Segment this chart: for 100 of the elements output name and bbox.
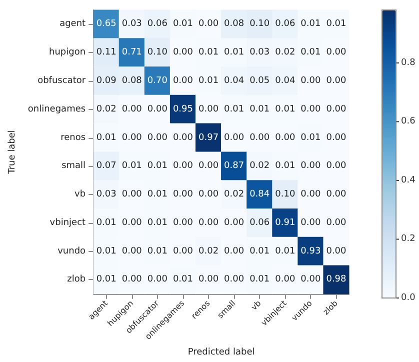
color-bar-label: 0.4: [401, 175, 416, 186]
data-label: 0.00: [122, 274, 142, 285]
data-label: 0.01: [250, 274, 270, 285]
y-tick-label: hupigon: [49, 48, 86, 58]
data-label: 0.06: [147, 19, 168, 30]
data-label: 0.00: [172, 76, 194, 86]
data-label: 0.00: [326, 76, 347, 86]
data-label: 0.01: [147, 218, 168, 228]
data-label: 0.70: [147, 76, 168, 86]
data-label: 0.10: [250, 19, 270, 30]
data-label: 0.00: [147, 274, 168, 285]
data-label: 0.04: [275, 76, 296, 86]
data-label: 0.00: [198, 19, 219, 30]
y-tick-label: agent: [60, 19, 86, 30]
data-label: 0.00: [326, 48, 347, 58]
data-label: 0.93: [300, 246, 321, 256]
data-label: 0.02: [198, 246, 219, 256]
data-label: 0.01: [147, 246, 168, 256]
y-tick-label: small: [62, 161, 86, 172]
data-label: 0.01: [300, 19, 321, 30]
data-label: 0.01: [147, 161, 168, 172]
data-label: 0.00: [122, 190, 142, 200]
data-label: 0.00: [198, 104, 219, 114]
data-label: 0.00: [224, 246, 244, 256]
data-label: 0.00: [147, 132, 168, 143]
data-label: 0.01: [96, 218, 116, 228]
data-label: 0.00: [198, 190, 219, 200]
data-label: 0.06: [250, 218, 270, 228]
color-bar-label: 0.2: [401, 234, 416, 244]
y-tick-label: vundo: [58, 246, 86, 256]
data-label: 0.00: [300, 190, 321, 200]
data-label: 0.00: [122, 218, 142, 228]
data-label: 0.02: [275, 48, 296, 58]
color-bar-label: 0.0: [401, 293, 416, 303]
data-label: 0.01: [224, 48, 244, 58]
y-tick-label: vb: [74, 190, 86, 200]
data-label: 0.00: [250, 132, 270, 143]
data-label: 0.01: [300, 132, 321, 143]
data-label: 0.02: [250, 161, 270, 172]
data-label: 0.01: [326, 19, 346, 30]
data-label: 0.04: [224, 76, 244, 86]
data-label: 0.01: [96, 132, 116, 143]
data-label: 0.00: [300, 218, 321, 228]
data-label: 0.00: [122, 104, 142, 114]
data-label: 0.01: [96, 246, 116, 256]
data-label: 0.00: [300, 161, 321, 172]
y-axis-title: True label: [8, 130, 18, 175]
data-label: 0.02: [224, 190, 244, 200]
data-label: 0.00: [172, 48, 194, 58]
data-label: 0.00: [122, 132, 142, 143]
data-label: 0.01: [198, 48, 219, 58]
data-label: 0.01: [275, 161, 296, 172]
data-label: 0.98: [326, 274, 347, 285]
data-label: 0.00: [198, 274, 219, 285]
data-label: 0.00: [172, 246, 194, 256]
data-label: 0.00: [326, 246, 347, 256]
data-label: 0.00: [172, 218, 194, 228]
data-label: 0.01: [172, 19, 193, 30]
data-label: 0.00: [224, 132, 244, 143]
data-label: 0.03: [250, 48, 270, 58]
data-label: 0.65: [96, 19, 116, 30]
data-label: 0.00: [275, 274, 296, 285]
data-label: 0.02: [96, 104, 116, 114]
data-label: 0.71: [122, 48, 142, 58]
data-label: 0.01: [147, 190, 168, 200]
data-label: 0.97: [198, 132, 219, 143]
data-label: 0.01: [300, 48, 321, 58]
x-axis-title: Predicted label: [188, 348, 255, 358]
data-label: 0.00: [172, 190, 194, 200]
data-label: 0.01: [122, 161, 142, 172]
data-label: 0.95: [172, 104, 193, 114]
data-label: 0.08: [122, 76, 142, 86]
data-label: 0.03: [96, 190, 116, 200]
data-label: 0.01: [172, 274, 193, 285]
data-label: 0.03: [122, 19, 142, 30]
data-label: 0.91: [275, 218, 296, 228]
data-label: 0.11: [96, 48, 116, 58]
data-label: 0.00: [198, 161, 219, 172]
data-label: 0.00: [326, 161, 347, 172]
data-label: 0.01: [250, 104, 270, 114]
data-label: 0.00: [147, 104, 168, 114]
data-label: 0.00: [172, 161, 194, 172]
data-label: 0.00: [326, 218, 347, 228]
data-label: 0.01: [275, 246, 296, 256]
y-tick-label: onlinegames: [28, 104, 86, 114]
data-label: 0.10: [275, 190, 296, 200]
data-label: 0.00: [275, 132, 296, 143]
data-label: 0.00: [300, 274, 321, 285]
data-label: 0.06: [275, 19, 296, 30]
data-label: 0.00: [122, 246, 142, 256]
data-label: 0.00: [326, 132, 347, 143]
data-label: 0.01: [198, 76, 219, 86]
data-label: 0.00: [300, 104, 321, 114]
data-label: 0.00: [224, 274, 244, 285]
x-tick-label: vb: [249, 298, 263, 312]
data-label: 0.01: [96, 274, 116, 285]
data-label: 0.08: [224, 19, 244, 30]
data-label: 0.09: [96, 76, 117, 86]
data-label: 0.07: [96, 161, 116, 172]
data-label: 0.10: [147, 48, 168, 58]
